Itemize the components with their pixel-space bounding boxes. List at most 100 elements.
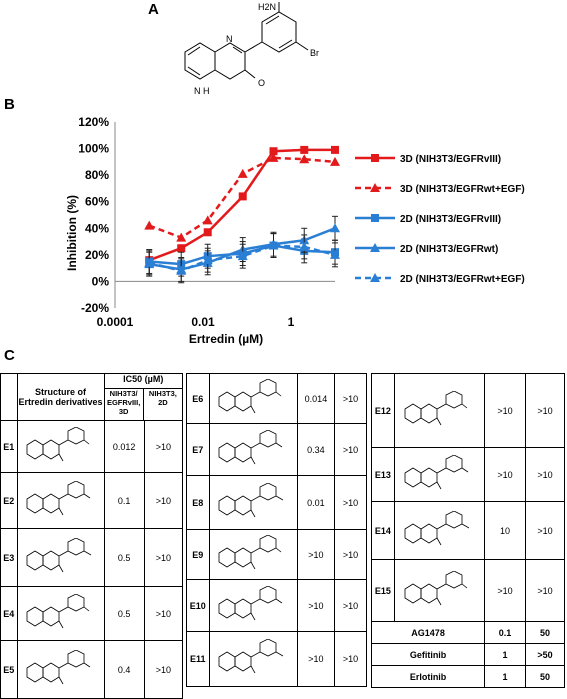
compound-id: E15 [371, 559, 395, 622]
structure-cell [16, 586, 105, 641]
structure-cell [208, 475, 298, 530]
structure-cell [208, 579, 298, 632]
compound-id: E14 [371, 501, 395, 560]
y-tick-label: 100% [78, 142, 109, 156]
ic50-2d-value: >10 [334, 631, 367, 687]
structure-cell [393, 559, 486, 622]
data-point [300, 145, 309, 154]
table-row: E1 0.012 >10 [0, 420, 184, 473]
table-row: E5 0.4 >10 [0, 640, 184, 699]
y-tick-label: 40% [85, 221, 109, 235]
data-point [237, 168, 248, 178]
data-point [331, 145, 339, 154]
series-1 [144, 152, 340, 242]
compound-id: E12 [371, 373, 395, 448]
legend-label: 2D (NIH3T3/EGFRvIII) [400, 214, 501, 225]
table-row: E7 0.34 >10 [186, 423, 367, 476]
structure-drawing [218, 429, 283, 464]
structure-drawing [218, 639, 284, 674]
structure-drawing [26, 537, 91, 572]
structure-drawing [218, 585, 283, 620]
data-point [330, 156, 340, 166]
ic50-2d-value: 50 [525, 665, 565, 688]
compound-id: E1 [0, 420, 18, 473]
ic50-3d-value: >10 [484, 373, 526, 448]
ic50-2d-value: >10 [525, 559, 565, 622]
table-row: E15 >10 >10 [371, 559, 565, 622]
ic50-2d-value: >10 [143, 420, 184, 473]
legend-item: 2D (NIH3T3/EGFRwt+EGF) [355, 273, 525, 285]
unit-header: (µM) [144, 374, 164, 384]
structure-drawing [26, 426, 89, 461]
data-point [176, 232, 187, 242]
legend-item: 3D (NIH3T3/EGFRvIII) [355, 154, 501, 165]
ic50-3d-value: 0.34 [296, 423, 336, 476]
compound-id: E4 [0, 586, 18, 641]
compound-id: E13 [371, 447, 395, 502]
data-point [269, 147, 278, 156]
amine-label: H2N [258, 2, 276, 12]
derivative-table-left: Structure of Ertredin derivatives IC50 (… [0, 373, 184, 699]
ic50-2d-value: >10 [334, 579, 367, 632]
table-row: E9 >10 >10 [186, 529, 367, 580]
ic50-2d-value: >10 [334, 423, 367, 476]
ic50-3d-value: 1 [484, 643, 526, 666]
structure-drawing [26, 593, 89, 628]
ic50-2d-value: >10 [143, 472, 184, 529]
x-axis-title: Ertredin (µM) [189, 332, 263, 346]
table-row: E4 0.5 >10 [0, 586, 184, 641]
nh-label: N H [194, 86, 210, 96]
structure-cell [16, 528, 105, 587]
legend-item: 3D (NIH3T3/EGFRwt+EGF) [355, 183, 525, 195]
ic50-2d-value: >10 [525, 373, 565, 448]
panel-label-c: C [4, 347, 15, 364]
derivative-table-middle: E6 0.014 >10 E7 0.34 >10 E8 [186, 373, 367, 687]
table-row: E2 0.1 >10 [0, 472, 184, 529]
structure-cell [208, 373, 298, 424]
ic50-2d-value: 50 [525, 621, 565, 644]
legend-marker [371, 154, 379, 162]
col-3d-header: NIH3T3/ EGFRvIII, 3D [105, 389, 144, 420]
col-2d-header: NIH3T3, 2D [148, 389, 177, 407]
derivative-table-right: E12 >10 >10 E13 >10 >10 E14 [370, 373, 565, 688]
ic50-3d-value: 0.1 [103, 472, 145, 529]
legend-label: 3D (NIH3T3/EGFRwt+EGF) [400, 184, 525, 195]
data-point [330, 223, 340, 233]
structure-cell [16, 420, 105, 473]
data-point [203, 228, 212, 237]
compound-id: E10 [186, 579, 210, 632]
structure-header: Structure of Ertredin derivatives [16, 373, 105, 421]
reference-name: AG1478 [370, 621, 486, 644]
structure-cell [393, 501, 486, 560]
y-tick-label: -20% [81, 301, 109, 315]
reference-row: AG1478 0.1 50 [370, 621, 565, 644]
legend-label: 3D (NIH3T3/EGFRvIII) [400, 154, 501, 165]
data-point [238, 192, 247, 201]
compound-id: E5 [0, 640, 18, 699]
ic50-3d-value: >10 [484, 559, 526, 622]
table-row: E11 >10 >10 [186, 631, 367, 687]
x-tick-label: 0.0001 [97, 315, 134, 329]
ic50-3d-value: >10 [296, 529, 336, 580]
ertredin-structure: N H2N Br N H O [184, 2, 319, 96]
legend-label: 2D (NIH3T3/EGFRwt) [400, 244, 498, 255]
data-point [177, 244, 186, 253]
compound-id: E11 [186, 631, 210, 687]
inhibition-chart: Inhibition (%) Ertredin (µM) -20% 0% 20% 40… [65, 115, 525, 346]
structure-cell [16, 472, 105, 529]
y-tick-label: 20% [85, 248, 109, 262]
ic50-3d-value: >10 [296, 579, 336, 632]
reference-row: Gefitinib 1 >50 [370, 643, 565, 666]
legend-marker [370, 243, 380, 252]
compound-id: E8 [186, 475, 210, 530]
data-point [268, 152, 279, 162]
legend-marker [370, 273, 380, 282]
ic50-3d-value: >10 [484, 447, 526, 502]
table-row: E10 >10 >10 [186, 579, 367, 632]
data-point [144, 257, 155, 267]
ic50-3d-value: 0.5 [103, 528, 145, 587]
ic50-2d-value: >10 [334, 529, 367, 580]
ic50-2d-value: >10 [143, 528, 184, 587]
bromo-label: Br [310, 48, 319, 58]
compound-id: E3 [0, 528, 18, 587]
